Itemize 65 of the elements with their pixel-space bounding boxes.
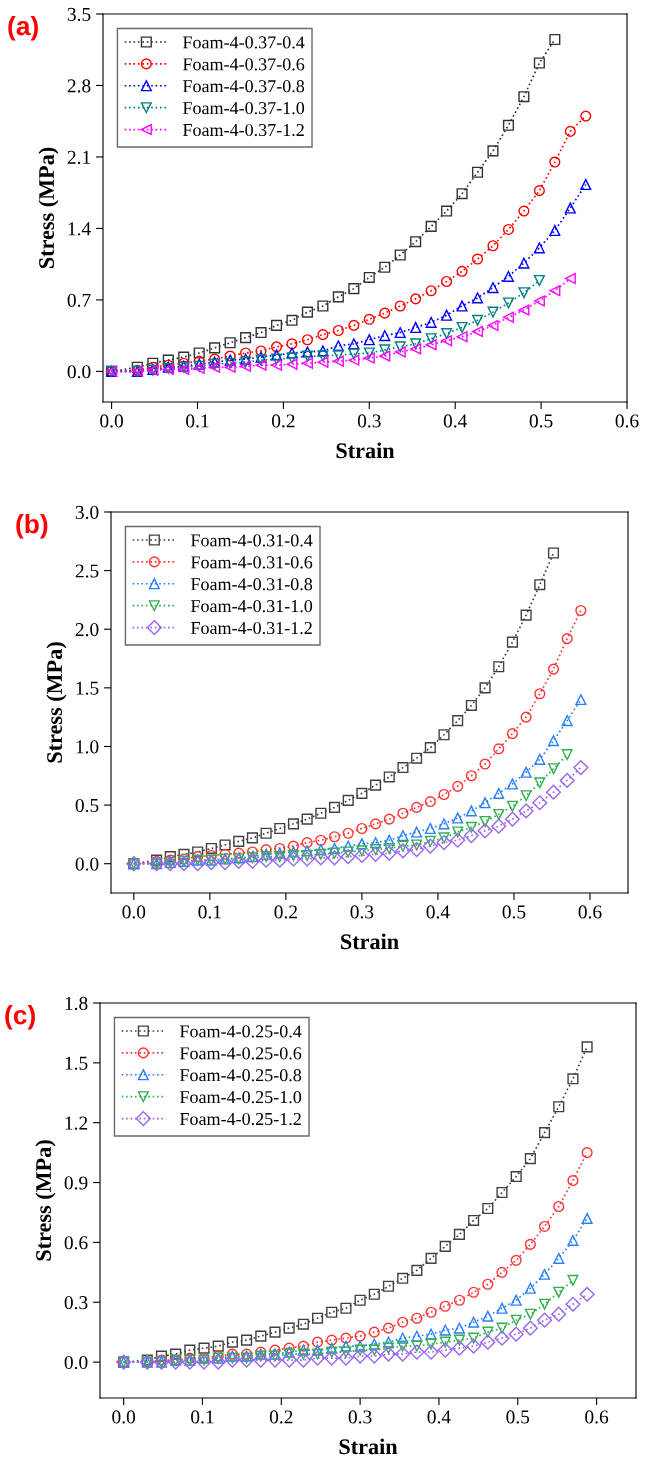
y-tick-label: 0.3 xyxy=(64,1296,88,1310)
y-axis-title: Stress (MPa) xyxy=(35,1140,56,1261)
y-tick-label: 2.5 xyxy=(75,564,99,578)
y-tick-label: 0.0 xyxy=(67,365,91,379)
y-tick-label: 1.8 xyxy=(65,996,88,1011)
legend-label: Foam-4-0.25-0.8 xyxy=(179,1069,302,1082)
y-tick-label: 0.7 xyxy=(67,293,91,307)
legend-label: Foam-4-0.31-1.2 xyxy=(190,621,312,635)
legend-label: Foam-4-0.37-1.0 xyxy=(182,102,305,115)
y-tick-label: 2.0 xyxy=(75,623,99,637)
x-tick-label: 0.0 xyxy=(122,905,146,919)
chart-title: (a) xyxy=(8,16,38,41)
x-tick-label: 0.1 xyxy=(186,414,209,428)
y-tick-label: 3.5 xyxy=(67,7,91,22)
legend-label: Foam-4-0.25-0.6 xyxy=(179,1047,302,1060)
y-tick-label: 1.2 xyxy=(65,1116,88,1130)
legend-label: Foam-4-0.37-1.2 xyxy=(182,123,304,137)
x-tick-label: 0.3 xyxy=(350,905,374,919)
y-tick-label: 1.0 xyxy=(76,740,99,754)
legend-label: Foam-4-0.37-0.8 xyxy=(182,80,305,93)
y-tick-label: 0.6 xyxy=(64,1236,88,1250)
x-tick-label: 0.5 xyxy=(502,905,526,919)
x-tick-label: 0.2 xyxy=(274,905,297,919)
x-tick-label: 0.4 xyxy=(443,414,468,428)
x-tick-label: 0.6 xyxy=(585,1410,609,1424)
x-axis-title: Strain xyxy=(336,442,395,459)
x-tick-label: 0.1 xyxy=(191,1410,214,1424)
x-axis-title: Strain xyxy=(341,933,399,950)
legend-label: Foam-4-0.37-0.4 xyxy=(182,36,305,49)
y-tick-label: 3.0 xyxy=(75,505,99,520)
x-tick-label: 0.1 xyxy=(198,905,221,919)
legend-label: Foam-4-0.25-1.2 xyxy=(179,1112,301,1126)
x-tick-label: 0.5 xyxy=(506,1410,530,1424)
x-tick-label: 0.2 xyxy=(271,414,295,428)
y-tick-label: 1.5 xyxy=(76,681,99,695)
x-tick-label: 0.6 xyxy=(578,905,602,919)
legend-label: Foam-4-0.31-0.8 xyxy=(190,578,313,591)
x-tick-label: 0.0 xyxy=(112,1410,136,1424)
x-tick-label: 0.4 xyxy=(427,1410,451,1424)
y-tick-label: 1.5 xyxy=(65,1056,88,1070)
legend-label: Foam-4-0.31-0.6 xyxy=(190,556,313,569)
chart-title: (b) xyxy=(16,514,48,539)
y-tick-label: 0.0 xyxy=(64,1355,88,1370)
x-axis-title: Strain xyxy=(339,1438,398,1455)
y-tick-label: 0.5 xyxy=(75,798,99,813)
legend-label: Foam-4-0.31-1.0 xyxy=(190,600,313,613)
x-tick-label: 0.3 xyxy=(348,1410,372,1424)
x-tick-label: 0.3 xyxy=(357,414,381,428)
y-tick-label: 1.4 xyxy=(68,222,91,236)
x-tick-label: 0.2 xyxy=(269,1410,293,1424)
x-tick-label: 0.5 xyxy=(529,414,553,428)
y-tick-label: 2.8 xyxy=(67,79,91,93)
x-tick-label: 0.6 xyxy=(615,414,639,428)
legend-label: Foam-4-0.25-1.0 xyxy=(179,1091,302,1104)
chart-title: (c) xyxy=(5,1005,35,1030)
y-axis-title: Stress (MPa) xyxy=(46,642,67,763)
x-tick-label: 0.4 xyxy=(426,905,450,919)
legend-label: Foam-4-0.31-0.4 xyxy=(190,534,313,547)
y-axis-title: Stress (MPa) xyxy=(38,147,59,269)
y-tick-label: 0.0 xyxy=(75,857,99,871)
y-tick-label: 0.9 xyxy=(64,1176,88,1190)
y-tick-label: 2.1 xyxy=(67,150,91,164)
legend-label: Foam-4-0.37-0.6 xyxy=(182,58,305,71)
x-tick-label: 0.0 xyxy=(100,414,123,428)
legend-label: Foam-4-0.25-0.4 xyxy=(179,1025,302,1038)
